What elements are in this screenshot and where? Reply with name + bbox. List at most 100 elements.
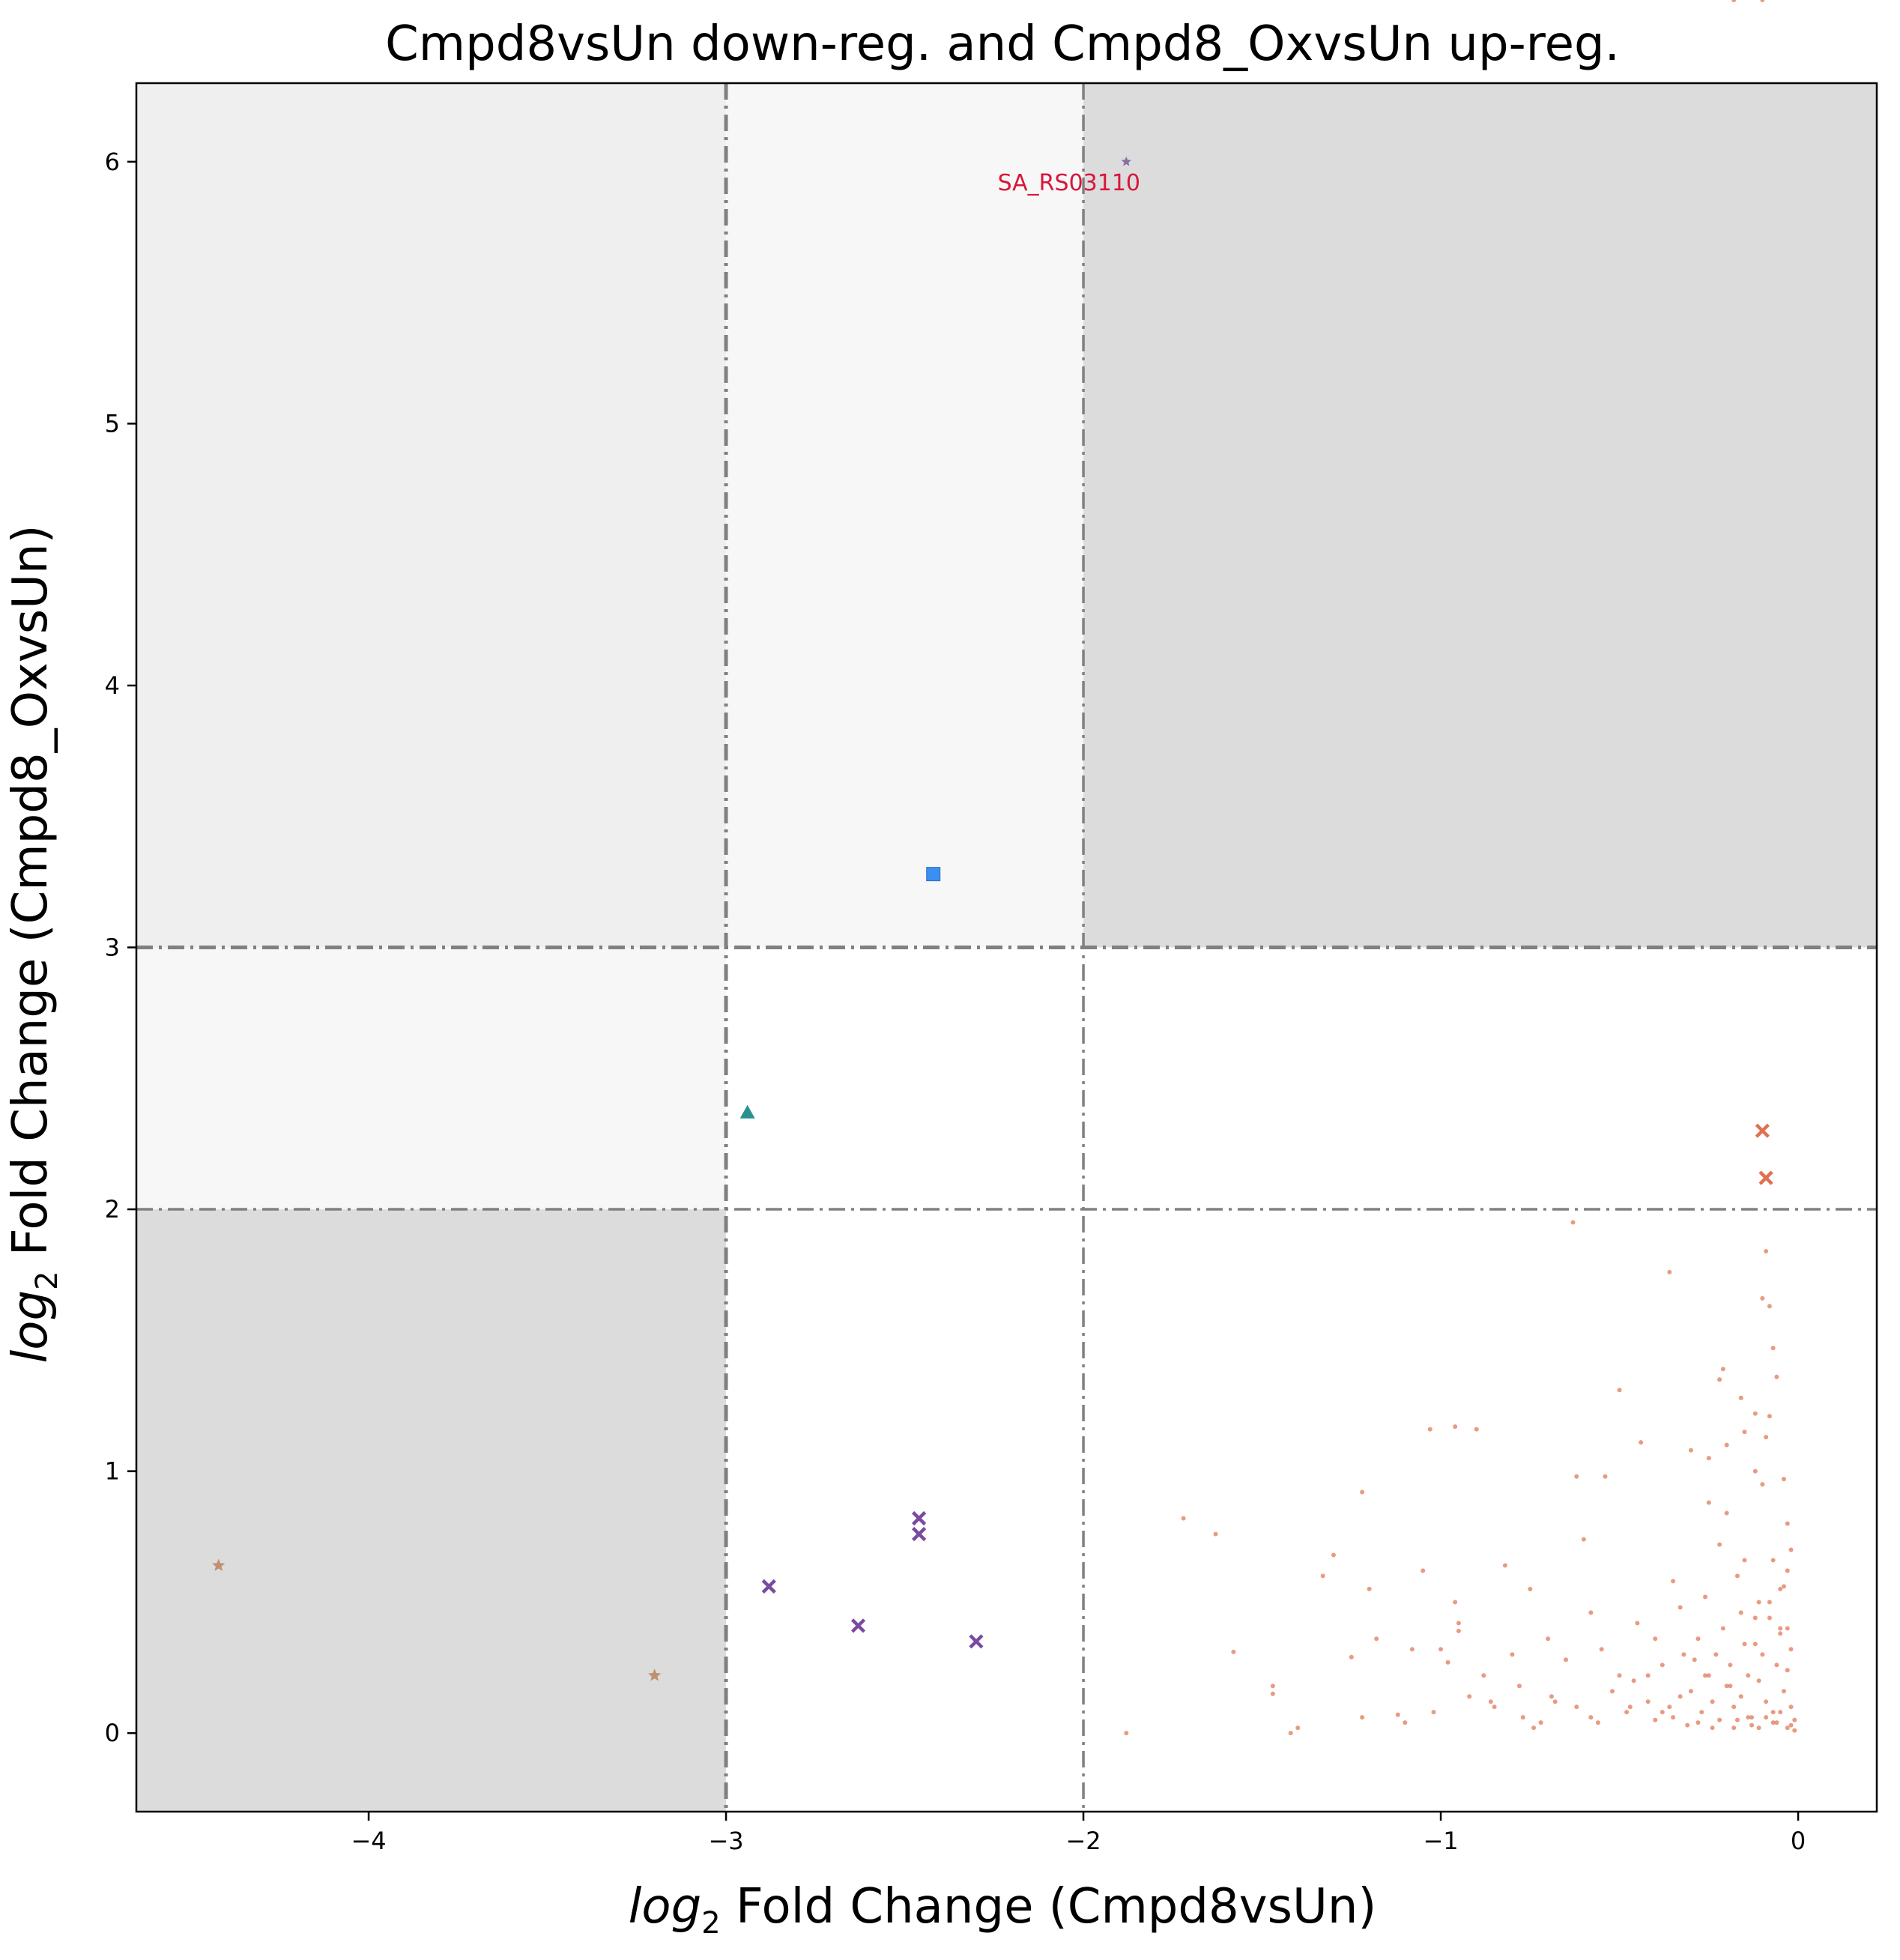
dots-orange-point <box>1781 1584 1786 1589</box>
dots-orange-point <box>1760 1652 1765 1657</box>
dots-orange-point <box>1710 1725 1715 1731</box>
dots-orange-point <box>1742 1642 1747 1647</box>
star-tan-point <box>648 1669 662 1681</box>
dots-orange-point <box>1778 1626 1783 1631</box>
dots-orange-point <box>1492 1705 1497 1710</box>
dots-orange-point <box>1502 1563 1507 1568</box>
dots-orange-point <box>1456 1621 1461 1626</box>
x-axis-label-sub: 2 <box>701 1906 720 1941</box>
x-tick-label: 0 <box>1791 1827 1806 1855</box>
dots-orange-point <box>1720 1367 1725 1372</box>
dots-orange-point <box>1734 1717 1740 1722</box>
dots-orange-point <box>1752 1642 1758 1647</box>
dots-orange-point <box>1717 1542 1722 1547</box>
dots-orange-point <box>1552 1699 1558 1705</box>
dots-orange-point <box>1785 1668 1790 1673</box>
cross-purple-point <box>850 1618 866 1633</box>
dots-orange-point <box>1403 1720 1408 1725</box>
dots-orange-point <box>1445 1660 1450 1665</box>
dots-orange-point <box>1588 1715 1594 1720</box>
dots-orange-point <box>1731 1705 1737 1710</box>
dots-orange-point <box>1738 1395 1743 1400</box>
dots-orange-point <box>1785 1725 1790 1731</box>
dots-orange-point <box>1764 1715 1769 1720</box>
dots-orange-point <box>1770 1710 1776 1715</box>
highlight-star-purple-point <box>1121 156 1131 166</box>
y-tick-label: 5 <box>105 409 120 438</box>
y-axis-label-rest: Fold Change (Cmpd8_OxvsUn) <box>3 525 58 1271</box>
dots-orange-point <box>1564 1657 1569 1663</box>
x-tick-label: −4 <box>351 1827 386 1855</box>
y-tick-label: 1 <box>105 1457 120 1486</box>
x-axis-label-log: log <box>629 1879 702 1935</box>
chart-title: Cmpd8vsUn down-reg. and Cmpd8_OxvsUn up-… <box>385 16 1620 72</box>
dots-orange-point <box>1595 1720 1600 1725</box>
dots-orange-point <box>1431 1710 1436 1715</box>
dots-orange-point <box>1671 1715 1676 1720</box>
dots-orange-point <box>1520 1715 1525 1720</box>
dots-orange-point <box>1617 1388 1622 1393</box>
dots-orange-point <box>1474 1427 1479 1432</box>
dots-orange-point <box>1767 1600 1772 1605</box>
dots-orange-point <box>1360 1715 1365 1720</box>
dots-orange-point <box>1685 1722 1690 1728</box>
dots-orange-point <box>1645 1699 1651 1705</box>
dots-orange-point <box>1778 1586 1783 1591</box>
y-tick-label: 2 <box>105 1195 120 1224</box>
dots-orange-point <box>1742 1558 1747 1563</box>
dots-orange-point <box>1635 1621 1640 1626</box>
dots-orange-point <box>1570 1220 1576 1225</box>
dots-orange-point <box>1320 1573 1325 1579</box>
dots-orange-point <box>1703 1594 1708 1600</box>
dots-orange-point <box>1788 1647 1794 1652</box>
dots-orange-point <box>1695 1720 1701 1725</box>
dots-orange-point <box>1699 1710 1704 1715</box>
dots-orange-point <box>1792 1717 1797 1722</box>
dots-orange-point <box>1792 1728 1797 1733</box>
dots-orange-point <box>1742 1430 1747 1435</box>
x-tick-label: −3 <box>708 1827 743 1855</box>
dots-orange-point <box>1713 1652 1719 1657</box>
dots-orange-point <box>1770 1346 1776 1351</box>
dots-orange-point <box>1660 1710 1665 1715</box>
x-axis-label: log2 Fold Change (Cmpd8vsUn) <box>629 1879 1377 1941</box>
y-tick-label: 4 <box>105 671 120 700</box>
shaded-region-1 <box>726 83 1084 948</box>
dots-orange-point <box>1788 1705 1794 1710</box>
dots-orange-point <box>1788 1722 1794 1728</box>
dots-orange-point <box>1731 0 1737 2</box>
dots-orange-point <box>1774 1663 1779 1668</box>
dots-orange-point <box>1710 1699 1715 1705</box>
dots-orange-point <box>1531 1725 1537 1731</box>
dots-orange-point <box>1764 1248 1769 1253</box>
shaded-region-3 <box>136 947 727 1210</box>
dots-orange-point <box>1749 1715 1755 1720</box>
dots-orange-point <box>1760 0 1765 2</box>
dots-orange-point <box>1764 1699 1769 1705</box>
dots-orange-point <box>1738 1610 1743 1615</box>
annotations: SA_RS03110 <box>998 170 1140 196</box>
dots-orange-point <box>1374 1636 1379 1642</box>
dots-orange-point <box>1734 1573 1740 1579</box>
dots-orange-point <box>1728 1663 1733 1668</box>
dots-orange-point <box>1767 1414 1772 1419</box>
dots-orange-point <box>1746 1715 1751 1720</box>
x-tick-label: −1 <box>1423 1827 1458 1855</box>
dots-orange-point <box>1667 1705 1672 1710</box>
threshold-lines <box>136 83 1877 1812</box>
dots-orange-point <box>1510 1652 1515 1657</box>
dots-orange-point <box>1617 1673 1622 1678</box>
dots-orange-point <box>1731 1725 1737 1731</box>
dots-orange-point <box>1653 1717 1658 1722</box>
dots-orange-point <box>1124 1731 1129 1736</box>
dots-orange-point <box>1688 1448 1693 1453</box>
dots-orange-point <box>1427 1427 1432 1432</box>
dots-orange-point <box>1421 1568 1426 1573</box>
star-tan-point <box>212 1558 226 1571</box>
dots-orange-point <box>1456 1628 1461 1633</box>
dots-orange-point <box>1717 1717 1722 1722</box>
dots-orange-point <box>1788 1547 1794 1552</box>
dots-orange-point <box>1546 1636 1551 1642</box>
y-axis-label-sub: 2 <box>30 1271 64 1289</box>
